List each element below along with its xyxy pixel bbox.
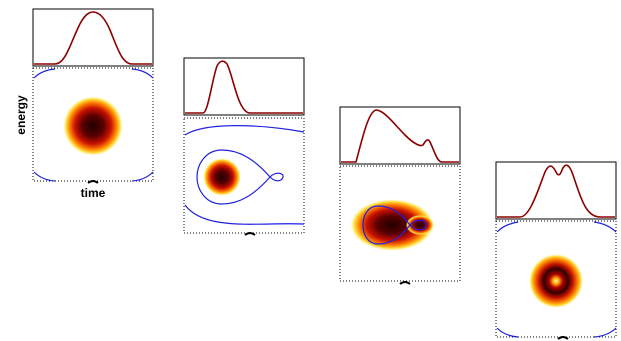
- panel-4: [495, 161, 617, 340]
- tick: [87, 180, 99, 184]
- profile-curve: [185, 60, 303, 114]
- separatrix: [496, 221, 617, 338]
- phase-box: [339, 165, 461, 282]
- phase-box: [495, 220, 617, 338]
- tick: [557, 336, 569, 340]
- profile-curve: [497, 164, 615, 218]
- phase-box: [32, 67, 154, 182]
- panel-3: [339, 106, 461, 285]
- distribution: [63, 96, 123, 156]
- separatrix: [362, 205, 427, 245]
- profile-curve: [341, 109, 459, 163]
- separatrix: [196, 149, 284, 205]
- profile-box: [339, 106, 461, 165]
- y-axis-label: energy: [14, 95, 28, 135]
- profile-box: [183, 57, 305, 116]
- separatrix: [33, 68, 154, 182]
- profile-curve: [34, 11, 152, 65]
- tick: [244, 232, 256, 236]
- separatrix-outer: [184, 125, 305, 225]
- x-axis-label: time: [81, 186, 106, 200]
- distribution: [350, 199, 434, 251]
- panel-2: [183, 57, 305, 236]
- panel-1: [32, 8, 154, 184]
- distribution: [203, 158, 241, 196]
- profile-box: [32, 8, 154, 67]
- phase-box: [183, 117, 305, 234]
- distribution-tail: [406, 215, 434, 235]
- distribution: [529, 254, 583, 308]
- tick: [399, 281, 411, 285]
